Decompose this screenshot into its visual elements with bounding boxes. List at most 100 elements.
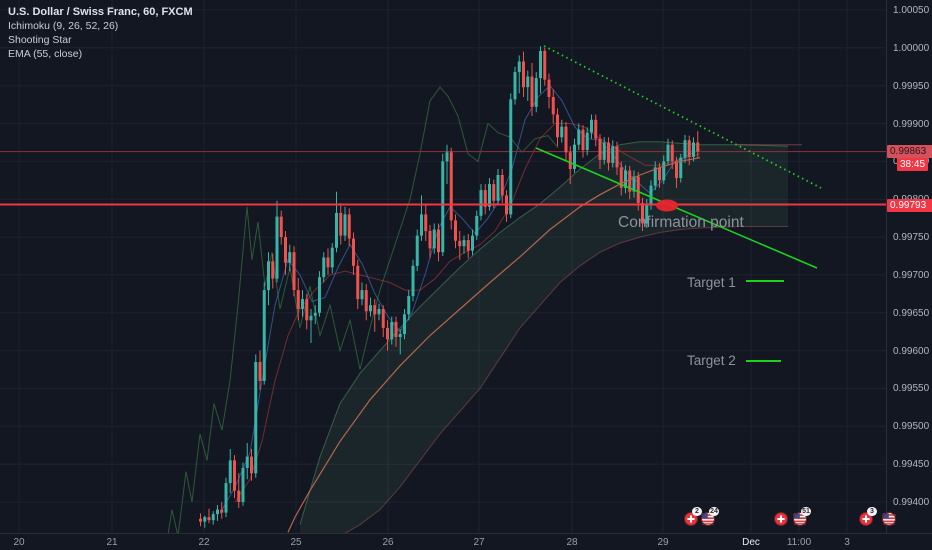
economic-event-icon-us[interactable]: 51: [793, 507, 811, 526]
candle-body: [428, 231, 432, 249]
candle-body: [207, 517, 211, 521]
candle-body: [245, 456, 249, 468]
candle-body: [275, 216, 279, 279]
candle-body: [220, 509, 224, 513]
candle-body: [624, 170, 627, 188]
candle-body: [373, 305, 377, 315]
price-axis[interactable]: 0.99400 0.99450 0.99500 0.99550 0.99600 0.996…: [886, 0, 932, 533]
candle-body: [420, 214, 423, 236]
candle-body: [390, 321, 394, 340]
candle-body: [662, 161, 666, 181]
price-tick: 0.99650: [893, 308, 930, 319]
candle-body: [271, 261, 275, 279]
candle-body: [415, 235, 419, 266]
candle-body: [394, 321, 398, 337]
time-tick: 20: [13, 537, 25, 548]
candle-body: [479, 190, 483, 216]
candle-body: [530, 76, 534, 107]
candle-body: [203, 517, 207, 522]
candle-body: [279, 216, 283, 237]
candle-body: [330, 247, 334, 268]
candle-body: [313, 312, 317, 316]
candle-body: [305, 299, 309, 321]
time-tick: 22: [198, 537, 210, 548]
candle-body: [360, 290, 364, 300]
economic-event-icon-us[interactable]: [882, 512, 896, 526]
symbol-title[interactable]: U.S. Dollar / Swiss Franc, 60, FXCM: [8, 6, 193, 18]
economic-event-icon-ch[interactable]: [774, 512, 788, 526]
candle-body: [369, 305, 372, 312]
candle-body: [590, 119, 593, 133]
tenkan-sen-line: [219, 84, 701, 514]
candle-body: [653, 167, 657, 186]
candle-body: [228, 460, 232, 484]
candle-body: [628, 170, 632, 192]
candle-body: [602, 142, 606, 160]
economic-event-icon-ch[interactable]: 2: [684, 507, 702, 526]
candle-body: [347, 214, 351, 239]
candle-body: [551, 97, 555, 115]
candle-body: [585, 132, 589, 150]
price-tick: 0.99750: [893, 232, 930, 243]
economic-event-icon-us[interactable]: 24: [701, 507, 719, 526]
event-count-badge: 2: [692, 507, 702, 516]
candle-body: [683, 140, 687, 158]
candle-body: [649, 185, 653, 206]
candle-body: [598, 138, 602, 160]
candle-body: [224, 483, 228, 513]
time-tick: 25: [290, 537, 302, 548]
candle-body: [513, 72, 517, 100]
candle-body: [326, 257, 330, 268]
candle-body: [343, 214, 347, 236]
price-tick: 1.00050: [893, 5, 930, 16]
candle-body: [407, 296, 411, 315]
target2-label[interactable]: Target 2: [687, 353, 736, 368]
candle-body: [509, 99, 513, 215]
candle-body: [560, 126, 564, 138]
candle-body: [356, 265, 360, 300]
indicator-shooting-star[interactable]: Shooting Star: [8, 34, 72, 46]
candle-body: [556, 114, 559, 138]
candle-body: [573, 144, 576, 169]
candle-body: [564, 126, 568, 153]
candle-body: [381, 309, 385, 328]
candle-body: [534, 78, 538, 107]
confirmation-point-label[interactable]: Confirmation point: [618, 214, 744, 231]
candle-body: [292, 252, 296, 290]
event-count-badge: 3: [867, 507, 877, 516]
candle-body: [216, 509, 219, 515]
chart-canvas[interactable]: [0, 0, 886, 533]
candle-body: [543, 50, 547, 80]
indicator-ema[interactable]: EMA (55, close): [8, 48, 83, 60]
candle-body: [483, 190, 487, 207]
price-tick: 0.99550: [893, 383, 930, 394]
candle-body: [522, 61, 525, 88]
event-count-badge: 51: [801, 507, 811, 516]
candle-body: [615, 146, 619, 168]
channel-upper-line[interactable]: [543, 45, 822, 189]
time-axis[interactable]: 20 21 22 25 26 27 28 29 Dec 11:00 3: [0, 533, 932, 550]
candle-body: [432, 229, 436, 249]
candle-body: [352, 238, 355, 266]
candle-body: [437, 229, 440, 253]
target1-label[interactable]: Target 1: [687, 275, 736, 290]
candle-body: [262, 290, 266, 381]
economic-event-icon-ch[interactable]: 3: [859, 507, 877, 526]
candle-body: [492, 184, 496, 201]
time-tick: 29: [657, 537, 669, 548]
confirmation-ellipse[interactable]: [656, 199, 678, 212]
ichimoku-cloud: [300, 141, 788, 533]
candle-body: [398, 334, 402, 337]
candle-body: [403, 314, 406, 334]
candle-body: [692, 142, 695, 157]
candle-body: [658, 167, 661, 181]
price-tick: 0.99900: [893, 119, 930, 130]
candle-body: [335, 212, 338, 248]
swiss-flag-icon: [774, 512, 788, 526]
candle-body: [462, 240, 466, 247]
indicator-ichimoku[interactable]: Ichimoku (9, 26, 52, 26): [8, 20, 119, 32]
candle-body: [471, 235, 474, 251]
candle-body: [547, 79, 551, 97]
candle-body: [581, 129, 585, 150]
candle-body: [526, 76, 530, 88]
